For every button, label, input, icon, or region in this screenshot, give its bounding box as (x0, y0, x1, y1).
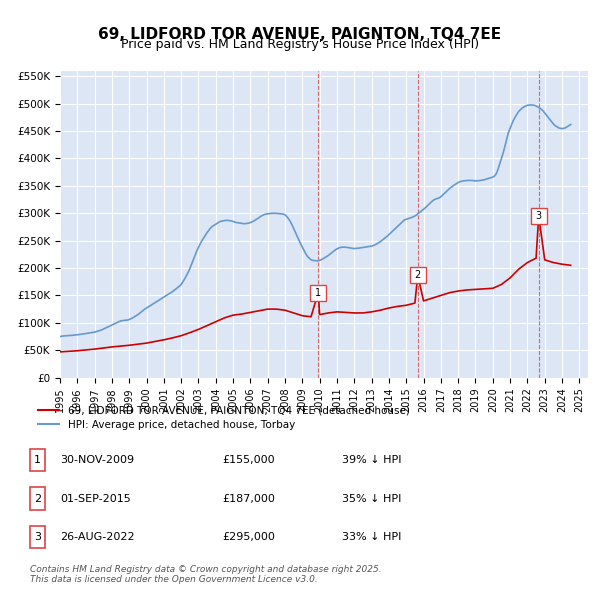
Text: 35% ↓ HPI: 35% ↓ HPI (342, 494, 401, 503)
Text: 26-AUG-2022: 26-AUG-2022 (60, 532, 134, 542)
Text: 2: 2 (415, 270, 421, 280)
Text: 1: 1 (34, 455, 41, 465)
Text: £187,000: £187,000 (222, 494, 275, 503)
Text: 33% ↓ HPI: 33% ↓ HPI (342, 532, 401, 542)
Text: 3: 3 (536, 211, 542, 221)
Legend: 69, LIDFORD TOR AVENUE, PAIGNTON, TQ4 7EE (detached house), HPI: Average price, : 69, LIDFORD TOR AVENUE, PAIGNTON, TQ4 7E… (35, 402, 413, 432)
Text: 39% ↓ HPI: 39% ↓ HPI (342, 455, 401, 465)
Text: 69, LIDFORD TOR AVENUE, PAIGNTON, TQ4 7EE: 69, LIDFORD TOR AVENUE, PAIGNTON, TQ4 7E… (98, 27, 502, 41)
Text: 30-NOV-2009: 30-NOV-2009 (60, 455, 134, 465)
Text: £295,000: £295,000 (222, 532, 275, 542)
Text: 1: 1 (315, 288, 321, 298)
Text: 01-SEP-2015: 01-SEP-2015 (60, 494, 131, 503)
Text: 3: 3 (34, 532, 41, 542)
Text: Contains HM Land Registry data © Crown copyright and database right 2025.
This d: Contains HM Land Registry data © Crown c… (30, 565, 382, 584)
Text: 2: 2 (34, 494, 41, 503)
Text: Price paid vs. HM Land Registry's House Price Index (HPI): Price paid vs. HM Land Registry's House … (121, 38, 479, 51)
Text: £155,000: £155,000 (222, 455, 275, 465)
